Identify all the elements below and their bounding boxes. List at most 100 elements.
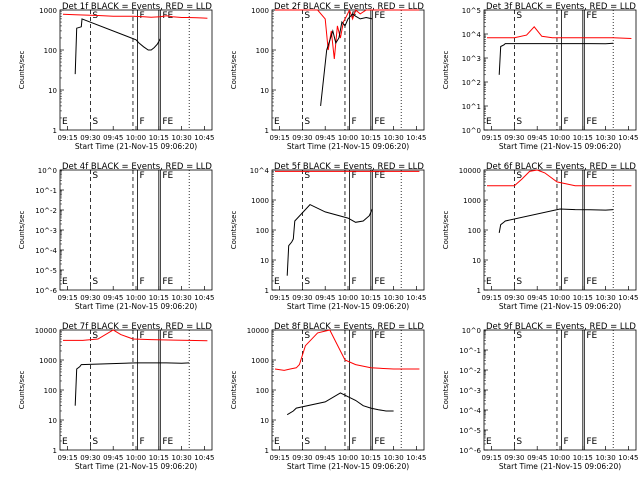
chart-panel-7: Det 7f BLACK = Events, RED = LLD 1 10 100 10…	[18, 322, 214, 471]
y-tick-label: 10^-3	[459, 387, 481, 395]
x-tick-label: 09:30	[80, 454, 100, 462]
x-tick-label: 09:15	[58, 294, 78, 302]
x-tick-label: 09:15	[58, 454, 78, 462]
event-marker-label: F	[140, 117, 145, 127]
x-tick-label: 09:30	[504, 134, 524, 142]
y-tick-label: 10	[260, 257, 269, 265]
x-tick-label: 10:00	[550, 454, 570, 462]
y-tick-label: 10	[260, 87, 269, 95]
y-tick-label: 100	[256, 227, 269, 235]
event-marker-label-top: F	[564, 171, 569, 181]
event-marker-label: FE	[374, 437, 385, 447]
y-axis-label: Counts/sec	[442, 51, 450, 90]
series-line-events	[286, 203, 373, 276]
x-tick-label: 09:45	[527, 454, 547, 462]
y-tick-label: 100	[256, 47, 269, 55]
event-marker-label-top: FE	[162, 331, 173, 341]
event-marker-label-e: E	[486, 277, 492, 287]
x-axis-label: Start Time (21-Nov-15 09:06:20)	[287, 142, 409, 151]
x-tick-label: 10:15	[573, 454, 593, 462]
event-marker-label-e: E	[486, 437, 492, 447]
y-tick-label: 10^-6	[35, 287, 57, 295]
chart-panel-6: Det 6f BLACK = Events, RED = LLD 1 10 100 10…	[442, 162, 638, 311]
event-marker-label-top: S	[304, 171, 310, 181]
series-line-events	[498, 42, 614, 75]
x-tick-label: 09:15	[270, 294, 290, 302]
y-tick-label: 100	[256, 387, 269, 395]
event-marker-label-e: E	[274, 437, 280, 447]
x-tick-label: 09:45	[527, 134, 547, 142]
event-marker-label: S	[92, 437, 98, 447]
y-tick-label: 10^-1	[459, 347, 481, 355]
y-tick-label: 10000	[35, 327, 57, 335]
series-line-events	[320, 13, 373, 106]
y-axis-label: Counts/sec	[18, 371, 26, 410]
y-tick-label: 1	[265, 287, 269, 295]
x-tick-label: 10:15	[149, 294, 169, 302]
x-axis-label: Start Time (21-Nov-15 09:06:20)	[499, 462, 621, 471]
chart-panel-5: Det 5f BLACK = Events, RED = LLD 1 10 100 10…	[230, 162, 426, 311]
x-tick-label: 10:15	[361, 294, 381, 302]
y-axis-label: Counts/sec	[442, 371, 450, 410]
event-marker-label-top: S	[92, 11, 98, 21]
x-tick-label: 09:15	[482, 454, 502, 462]
x-tick-label: 10:00	[126, 294, 146, 302]
event-marker-label-top: FE	[162, 171, 173, 181]
event-marker-label-top: FE	[586, 11, 597, 21]
event-marker-label: FE	[162, 117, 173, 127]
x-tick-label: 10:15	[573, 294, 593, 302]
chart-title: Det 3f BLACK = Events, RED = LLD	[486, 2, 636, 12]
event-marker-label-e: E	[62, 437, 68, 447]
event-marker-label-e: E	[274, 117, 280, 127]
x-tick-label: 10:00	[550, 294, 570, 302]
chart-title: Det 8f BLACK = Events, RED = LLD	[274, 322, 424, 332]
event-marker-label-top: FE	[374, 331, 385, 341]
y-tick-label: 10000	[247, 327, 269, 335]
event-marker-label-top: F	[352, 171, 357, 181]
chart-title: Det 2f BLACK = Events, RED = LLD	[274, 2, 424, 12]
y-tick-label: 10000	[459, 167, 481, 175]
x-tick-label: 10:30	[596, 454, 616, 462]
event-marker-label: FE	[586, 437, 597, 447]
y-tick-label: 1000	[39, 357, 57, 365]
x-tick-label: 10:30	[596, 294, 616, 302]
x-tick-label: 10:30	[172, 294, 192, 302]
series-line-lld	[274, 329, 420, 371]
chart-title: Det 7f BLACK = Events, RED = LLD	[62, 322, 212, 332]
series-line-lld	[62, 13, 208, 19]
x-tick-label: 10:30	[384, 454, 404, 462]
x-tick-label: 10:45	[406, 294, 426, 302]
x-axis-label: Start Time (21-Nov-15 09:06:20)	[287, 462, 409, 471]
x-tick-label: 10:00	[338, 454, 358, 462]
event-marker-label-top: FE	[586, 331, 597, 341]
chart-title: Det 4f BLACK = Events, RED = LLD	[62, 162, 212, 172]
chart-panel-1: Det 1f BLACK = Events, RED = LLD 1 10 100 10…	[18, 2, 214, 151]
x-axis-label: Start Time (21-Nov-15 09:06:20)	[499, 142, 621, 151]
x-tick-label: 09:15	[482, 294, 502, 302]
y-tick-label: 100	[44, 47, 57, 55]
x-tick-label: 09:15	[270, 134, 290, 142]
event-marker-label: F	[352, 117, 357, 127]
event-marker-label-top: F	[140, 171, 145, 181]
y-axis-label: Counts/sec	[442, 211, 450, 250]
x-tick-label: 09:30	[292, 294, 312, 302]
event-marker-label-top: FE	[374, 171, 385, 181]
x-tick-label: 10:45	[194, 134, 214, 142]
x-tick-label: 10:00	[126, 134, 146, 142]
event-marker-label: F	[352, 437, 357, 447]
event-marker-label: F	[140, 277, 145, 287]
event-marker-label: S	[304, 277, 310, 287]
y-tick-label: 1000	[251, 197, 269, 205]
x-tick-label: 10:00	[126, 454, 146, 462]
y-tick-label: 1	[477, 287, 481, 295]
chart-title: Det 5f BLACK = Events, RED = LLD	[274, 162, 424, 172]
y-tick-label: 10^0	[462, 327, 481, 335]
series-line-lld	[275, 8, 420, 59]
chart-panel-9: Det 9f BLACK = Events, RED = LLD 10^-6 10^…	[442, 322, 638, 471]
x-axis-label: Start Time (21-Nov-15 09:06:20)	[75, 302, 197, 311]
event-marker-label-top: S	[516, 11, 522, 21]
x-tick-label: 09:30	[80, 134, 100, 142]
y-tick-label: 1	[53, 127, 57, 135]
x-tick-label: 09:30	[504, 454, 524, 462]
event-marker-label-e: E	[62, 117, 68, 127]
